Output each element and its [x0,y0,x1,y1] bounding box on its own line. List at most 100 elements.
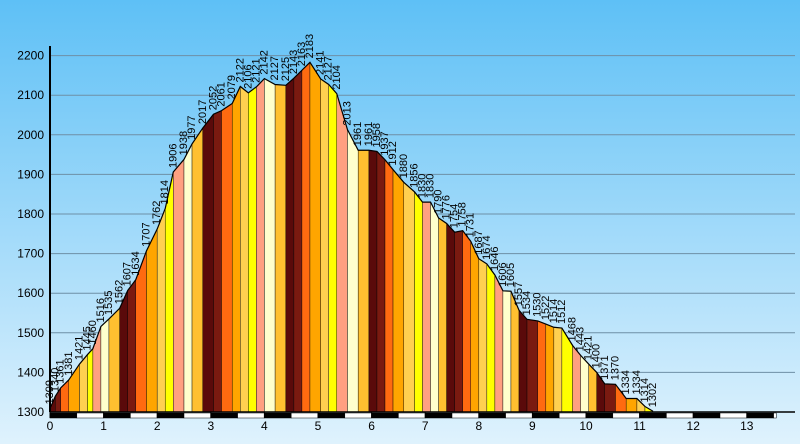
x-tick-label: 6 [368,419,375,433]
scale-bar-segment [264,412,292,419]
elevation-segment [454,230,463,413]
elevation-label: 1400 [591,344,603,368]
elevation-segment [403,181,415,413]
scale-bar-segment [746,412,774,419]
elevation-segment [183,143,193,413]
elevation-label: 1512 [556,300,568,324]
elevation-segment [470,241,479,413]
scale-bar-segment [666,412,694,419]
elevation-label: 1830 [417,174,429,198]
elevation-segment [100,318,110,413]
elevation-label: 1938 [178,131,190,155]
elevation-segment [173,158,185,413]
elevation-label: 2141 [315,50,327,74]
elevation-label: 1912 [387,141,399,165]
elevation-segment [414,191,423,413]
elevation-segment [526,319,538,413]
elevation-segment [545,323,555,413]
elevation-label: 1443 [575,327,587,351]
scale-bar-segment [639,412,667,419]
elevation-segment [376,150,386,413]
elevation-segment [156,208,166,413]
elevation-segments [49,61,654,413]
x-tick-label: 2 [154,419,161,433]
elevation-segment [328,83,337,413]
x-tick-label: 9 [529,419,536,433]
elevation-label: 2052 [207,86,219,110]
elevation-segment [108,307,120,413]
elevation-label: 1562 [114,280,126,304]
elevation-label: 2106 [242,64,254,88]
elevation-segment [127,279,136,413]
x-tick-label: 10 [579,419,593,433]
scale-bar-segment [237,412,265,419]
elevation-label: 1361 [55,359,67,383]
elevation-label: 1557 [513,282,525,306]
elevation-segment [347,129,359,413]
elevation-label: 1937 [379,131,391,155]
scale-bar-segment [398,412,426,419]
scale-bar-segment [424,412,453,419]
elevation-label: 2142 [258,50,270,74]
elevation-segment [368,150,378,413]
scale-bar-segment [585,412,614,419]
y-tick-label: 2200 [17,49,44,63]
elevation-label: 2127 [323,56,335,80]
scale-bar-segment [49,412,78,419]
elevation-label: 1634 [130,251,142,275]
elevation-segment [510,291,520,413]
elevation-label: 1606 [497,262,509,286]
elevation-label: 1334 [631,370,643,394]
elevation-label: 1314 [639,378,651,402]
elevation-label: 1814 [159,180,171,204]
elevation-label: 2079 [226,75,238,99]
scale-bar-segment [130,412,158,419]
elevation-label: 1607 [122,262,134,286]
elevation-label: 1421 [583,336,595,360]
elevation-segment [320,78,329,413]
elevation-label: 2121 [250,58,262,82]
x-tick-label: 3 [207,419,214,433]
elevation-label: 1445 [82,326,94,350]
elevation-label: 1880 [398,154,410,178]
elevation-label: 1309 [44,380,56,404]
elevation-label: 2013 [341,101,353,125]
elevation-label: 1830 [425,174,437,198]
elevation-labels: 1309134013611381142114451460151615351562… [44,34,659,407]
elevation-label: 1605 [505,263,517,287]
x-tick-label: 1 [100,419,107,433]
y-tick-label: 1500 [17,326,44,340]
elevation-label: 2125 [280,57,292,81]
elevation-segment [221,103,233,413]
elevation-segment [146,228,158,413]
scale-bar-segment [558,412,587,419]
elevation-label: 1754 [449,204,461,228]
elevation-label: 1707 [140,222,152,246]
y-tick-label: 1700 [17,247,44,261]
scale-bar-segment [719,412,748,419]
elevation-label: 1522 [540,296,552,320]
elevation-segment [358,150,370,413]
elevation-label: 2104 [331,65,343,89]
elevation-segment [264,78,276,413]
scale-bar-segment [290,412,319,419]
elevation-segment [553,327,563,413]
elevation-segment [384,159,394,413]
scale-bar-segment [612,412,640,419]
y-tick-label: 1600 [17,286,44,300]
elevation-label: 1958 [371,123,383,147]
y-tick-label: 1400 [17,365,44,379]
elevation-segment [336,93,348,413]
elevation-label: 1977 [186,115,198,139]
elevation-label: 2127 [269,56,281,80]
elevation-segment [392,169,404,413]
x-tick-label: 0 [47,419,54,433]
elevation-label: 1961 [363,122,375,146]
scale-bar-segment [103,412,131,419]
elevation-segment [430,202,439,413]
elevation-label: 2143 [288,50,300,74]
elevation-label: 1381 [63,351,75,375]
elevation-label: 1762 [151,201,163,225]
elevation-segment [502,290,512,413]
